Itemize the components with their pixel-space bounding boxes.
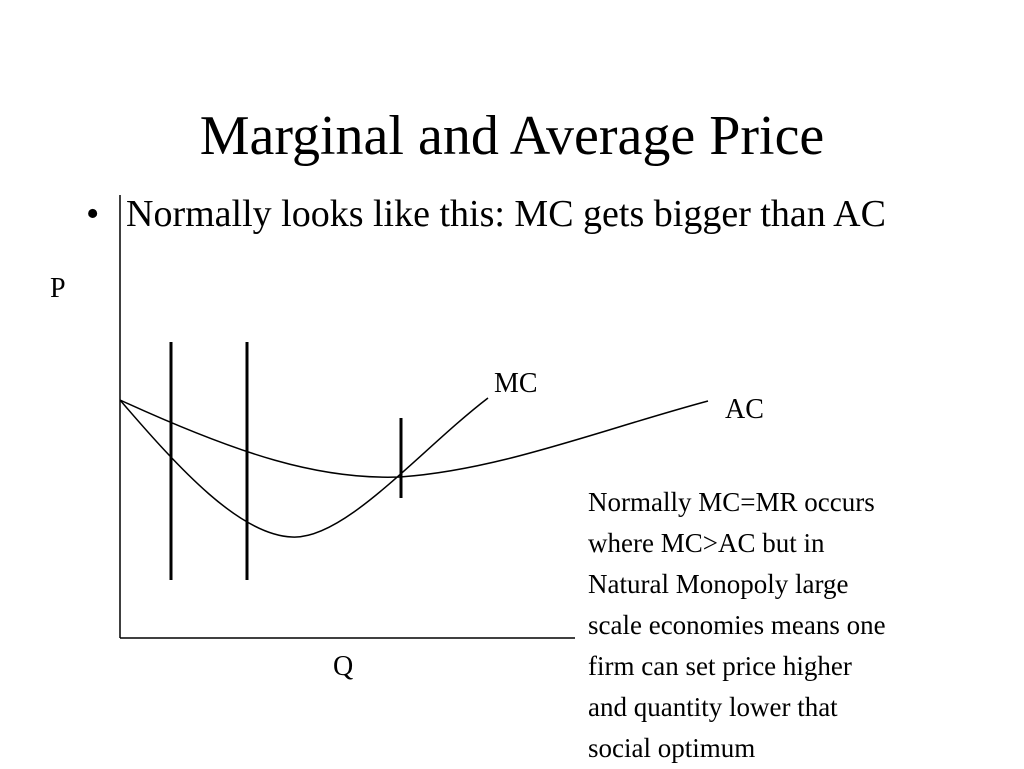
bullet-marker: • [86,193,100,235]
bullet-text: Normally looks like this: MC gets bigger… [126,193,886,235]
mc-curve [119,397,489,538]
ac-curve [119,399,709,478]
ac-curve-label: AC [725,394,764,425]
slide-title: Marginal and Average Price [199,105,825,167]
x-axis-label: Q [333,651,353,682]
note-text: Normally MC=MR occurs where MC>AC but in… [588,487,886,763]
y-axis-label: P [50,273,66,304]
mc-curve-label: MC [494,368,538,399]
